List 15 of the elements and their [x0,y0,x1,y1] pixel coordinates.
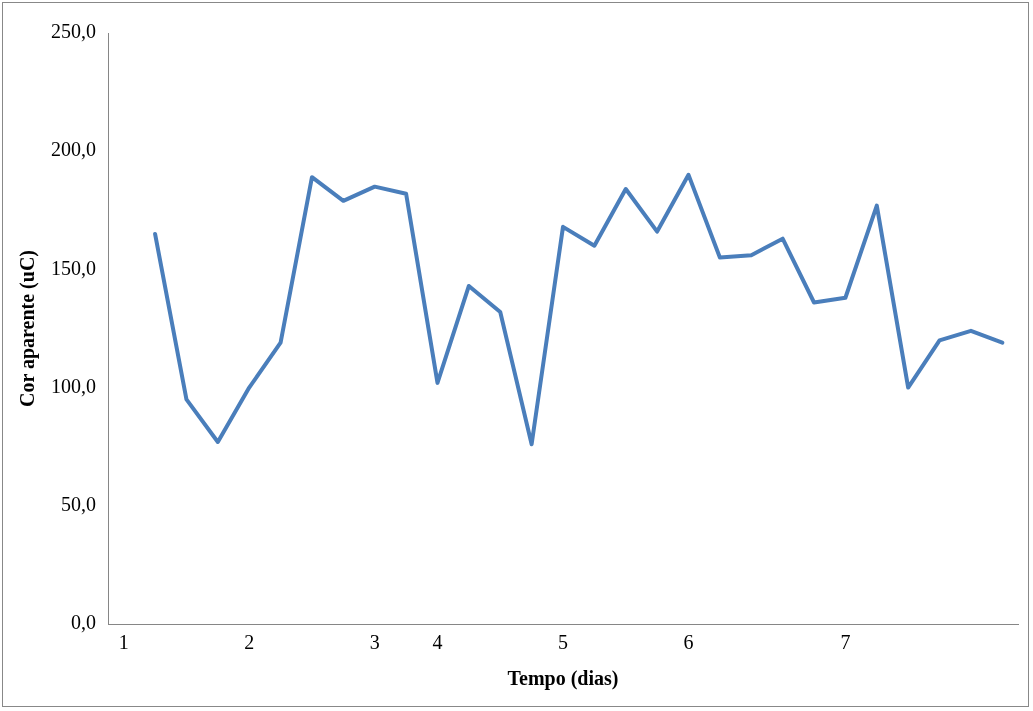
y-tick-label: 150,0 [51,256,96,279]
x-tick-label: 3 [369,631,380,654]
y-tick-label: 50,0 [61,493,96,516]
y-tick-label: 200,0 [51,138,96,161]
y-axis-title: Cor aparente (uC) [16,249,40,408]
x-tick-label: 2 [244,631,255,654]
x-tick-label: 1 [118,631,129,654]
y-tick-label: 0,0 [71,611,96,634]
x-tick-label: 4 [432,631,443,654]
x-axis-title: Tempo (dias) [507,667,619,691]
y-tick-label: 100,0 [51,374,96,397]
x-tick-label: 6 [683,631,694,654]
x-tick-label: 7 [840,631,851,654]
y-tick-label: 250,0 [51,20,96,43]
x-tick-label: 5 [558,631,568,654]
